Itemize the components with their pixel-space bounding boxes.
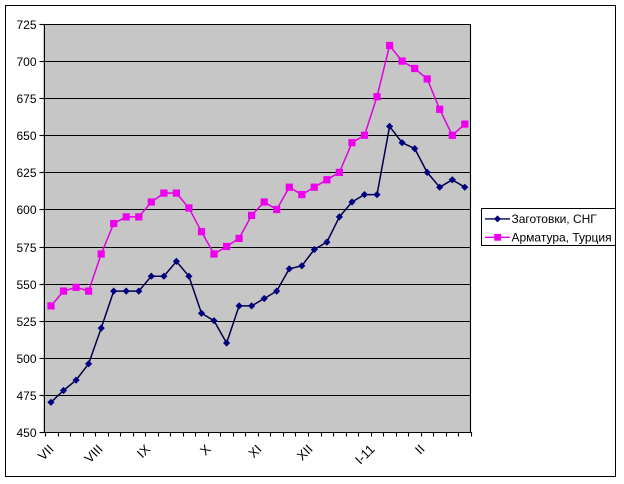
svg-text:725: 725 [16,18,36,32]
svg-text:Арматура, Турция: Арматура, Турция [512,231,612,245]
svg-text:700: 700 [16,55,36,69]
svg-text:550: 550 [16,278,36,292]
svg-text:500: 500 [16,352,36,366]
svg-text:600: 600 [16,203,36,217]
svg-text:475: 475 [16,389,36,403]
svg-text:575: 575 [16,241,36,255]
svg-text:650: 650 [16,129,36,143]
svg-text:450: 450 [16,426,36,440]
svg-text:525: 525 [16,315,36,329]
svg-text:Заготовки, СНГ: Заготовки, СНГ [512,212,598,226]
svg-text:625: 625 [16,166,36,180]
svg-text:675: 675 [16,92,36,106]
